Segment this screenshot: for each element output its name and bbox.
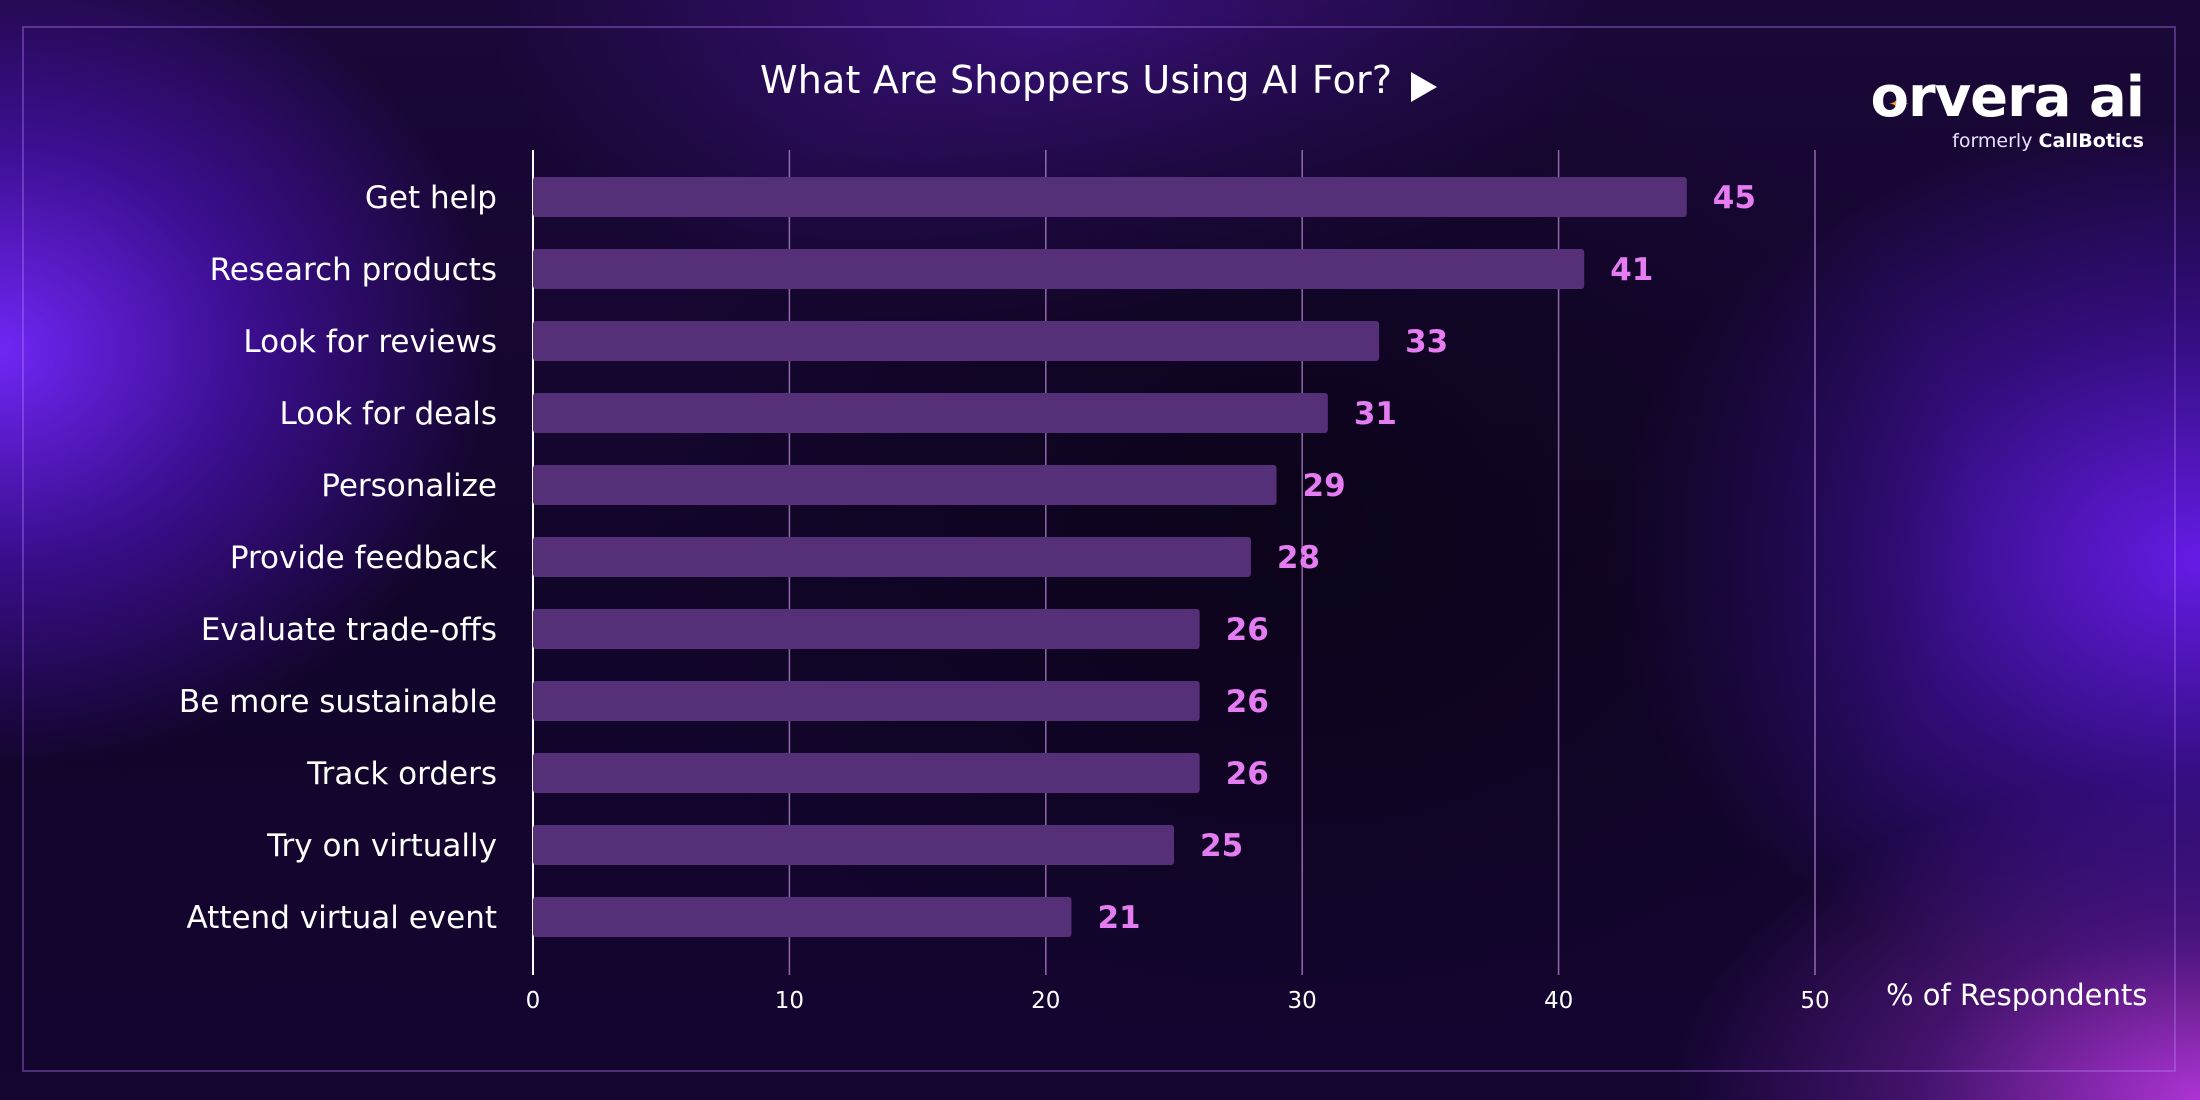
bar [533,609,1200,649]
x-tick-label: 30 [1288,988,1317,1014]
category-label: Attend virtual event [187,900,497,936]
value-label: 26 [1226,684,1269,720]
category-label: Get help [365,180,497,216]
category-labels: Get help Research products Look for review… [179,180,497,936]
x-tick-label: 20 [1031,988,1060,1014]
bar [533,177,1687,217]
value-label: 31 [1354,396,1397,432]
x-tick-label: 50 [1800,988,1829,1014]
play-triangle-icon [1411,72,1437,102]
value-label: 21 [1097,900,1140,936]
value-label: 41 [1610,252,1653,288]
brand-logo: ✦ orvera ai formerly CallBotics [1871,68,2150,158]
value-label: 28 [1277,540,1320,576]
sparkle-icon: ✦ [1888,90,1910,120]
logo-sub-prefix: formerly [1952,130,2033,152]
x-axis-label: % of Respondents [1886,978,2148,1012]
value-label: 25 [1200,828,1243,864]
bar [533,897,1072,937]
bar [533,249,1585,289]
x-tick-label: 40 [1544,988,1573,1014]
bar [533,753,1200,793]
bar [533,825,1174,865]
bars [533,177,1687,937]
logo-subtitle: formerly CallBotics [1952,130,2144,152]
x-tick-label: 0 [526,988,541,1014]
bar [533,681,1200,721]
value-label: 29 [1303,468,1346,504]
value-label: 45 [1713,180,1756,216]
logo-sub-brand: CallBotics [2038,130,2145,152]
value-label: 33 [1405,324,1448,360]
category-label: Evaluate trade-offs [201,612,497,648]
bar [533,393,1328,433]
value-label: 26 [1226,756,1269,792]
x-tick-label: 10 [775,988,804,1014]
category-label: Look for reviews [243,324,497,360]
chart-title: What Are Shoppers Using AI For? [760,58,1393,102]
category-label: Research products [210,252,497,288]
value-label: 26 [1226,612,1269,648]
category-label: Look for deals [280,396,497,432]
bar [533,537,1251,577]
category-label: Track orders [306,756,497,792]
category-label: Personalize [321,468,497,504]
category-label: Provide feedback [230,540,497,576]
bar [533,321,1380,361]
x-tick-labels: 0 10 20 30 40 50 [526,988,1830,1014]
category-label: Be more sustainable [179,684,497,720]
category-label: Try on virtually [266,828,497,864]
bar [533,465,1277,505]
logo-wordmark: orvera ai [1870,65,2145,130]
